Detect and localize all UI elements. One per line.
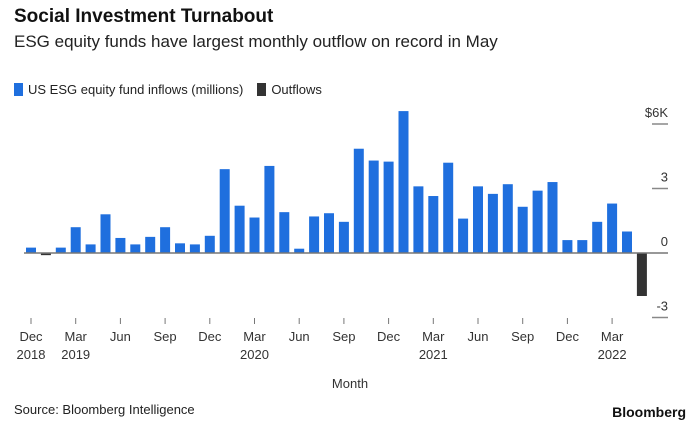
x-tick-label: Mar	[601, 329, 624, 344]
bar	[458, 218, 469, 253]
bar	[85, 244, 96, 253]
legend: US ESG equity fund inflows (millions) Ou…	[14, 82, 322, 97]
bar	[473, 186, 483, 253]
bar	[487, 193, 498, 253]
bar	[383, 161, 394, 253]
bar	[115, 237, 126, 253]
x-tick-label: Mar	[422, 329, 445, 344]
x-tick-label: Jun	[110, 329, 131, 344]
legend-label-outflows: Outflows	[271, 82, 322, 97]
bar	[592, 221, 603, 253]
bar	[204, 235, 215, 253]
legend-swatch-inflows	[14, 83, 23, 96]
legend-swatch-outflows	[257, 83, 267, 96]
x-tick-year: 2020	[240, 347, 269, 362]
bar	[368, 160, 379, 253]
bar	[189, 244, 200, 253]
x-tick-label: Jun	[289, 329, 310, 344]
x-tick-label: Sep	[332, 329, 355, 344]
bar	[577, 240, 588, 253]
bar	[413, 186, 424, 253]
bar	[234, 205, 245, 253]
bar	[26, 247, 36, 253]
legend-item-outflows: Outflows	[257, 82, 322, 97]
x-tick-year: 2019	[61, 347, 90, 362]
bar	[622, 231, 632, 253]
bar	[607, 203, 618, 253]
bar	[636, 253, 647, 296]
x-tick-label: Sep	[511, 329, 534, 344]
y-tick-label: $6K	[645, 105, 668, 120]
bar	[502, 184, 513, 253]
y-tick-label: 3	[661, 170, 668, 185]
source-note: Source: Bloomberg Intelligence	[14, 402, 195, 417]
x-tick-label: Sep	[154, 329, 177, 344]
bar	[309, 216, 320, 253]
bar	[175, 243, 185, 253]
bar	[517, 206, 528, 253]
x-tick-year: 2022	[598, 347, 627, 362]
bar	[562, 240, 573, 253]
x-tick-year: 2021	[419, 347, 448, 362]
bar	[264, 165, 275, 253]
x-tick-label: Jun	[468, 329, 489, 344]
bar	[443, 162, 454, 253]
bar	[130, 244, 141, 253]
bar	[547, 182, 558, 253]
bar	[428, 196, 439, 253]
bar	[398, 111, 409, 253]
bar	[219, 169, 230, 253]
bar	[338, 221, 349, 253]
bar	[279, 212, 290, 253]
y-tick-label: 0	[661, 234, 668, 249]
bar	[70, 227, 81, 253]
x-tick-label: Dec	[556, 329, 580, 344]
bar	[100, 214, 111, 253]
x-tick-label: Mar	[65, 329, 88, 344]
x-tick-label: Dec	[198, 329, 222, 344]
y-tick-label: -3	[656, 299, 668, 314]
legend-label-inflows: US ESG equity fund inflows (millions)	[28, 82, 244, 97]
x-tick-label: Mar	[243, 329, 266, 344]
bar	[55, 247, 66, 253]
x-tick-label: Dec	[19, 329, 43, 344]
bar	[324, 213, 334, 253]
chart-subtitle: ESG equity funds have largest monthly ou…	[14, 32, 498, 51]
x-tick-year: 2018	[17, 347, 46, 362]
bar	[145, 236, 156, 253]
brand-logo: Bloomberg	[612, 404, 686, 420]
x-axis-label: Month	[332, 376, 368, 391]
bar	[294, 248, 305, 253]
bar	[40, 253, 51, 256]
bar	[353, 148, 364, 253]
bar	[249, 217, 260, 253]
legend-item-inflows: US ESG equity fund inflows (millions)	[14, 82, 243, 97]
bar	[532, 190, 543, 253]
bar	[160, 227, 171, 253]
chart-title: Social Investment Turnabout	[14, 6, 274, 27]
x-tick-label: Dec	[377, 329, 401, 344]
